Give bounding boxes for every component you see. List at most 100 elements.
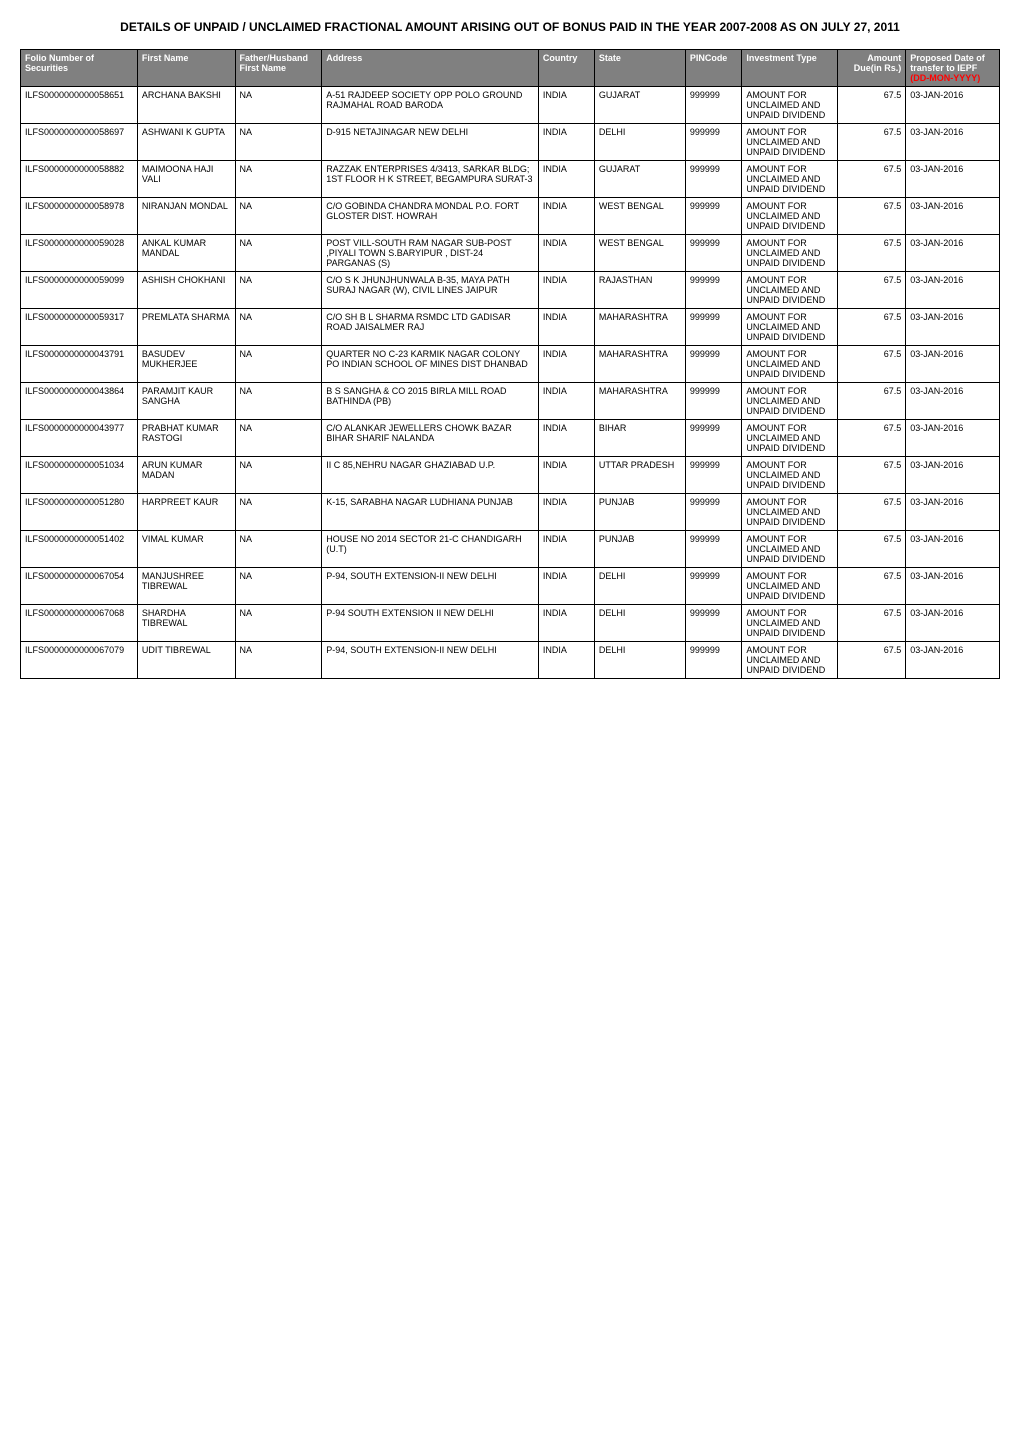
table-cell: ASHWANI K GUPTA — [137, 124, 235, 161]
table-cell: 999999 — [685, 235, 742, 272]
table-cell: 67.5 — [838, 605, 906, 642]
table-cell: NA — [235, 235, 322, 272]
table-cell: 03-JAN-2016 — [906, 642, 1000, 679]
table-cell: RAZZAK ENTERPRISES 4/3413, SARKAR BLDG; … — [322, 161, 539, 198]
col-address: Address — [322, 50, 539, 87]
table-cell: ILFS0000000000058697 — [21, 124, 138, 161]
table-cell: 67.5 — [838, 457, 906, 494]
table-cell: AMOUNT FOR UNCLAIMED AND UNPAID DIVIDEND — [742, 161, 838, 198]
table-row: ILFS0000000000067068SHARDHA TIBREWALNAP-… — [21, 605, 1000, 642]
col-investment: Investment Type — [742, 50, 838, 87]
table-row: ILFS0000000000051402VIMAL KUMARNAHOUSE N… — [21, 531, 1000, 568]
table-cell: 03-JAN-2016 — [906, 309, 1000, 346]
table-cell: NIRANJAN MONDAL — [137, 198, 235, 235]
table-cell: NA — [235, 198, 322, 235]
table-cell: INDIA — [538, 161, 594, 198]
table-cell: PREMLATA SHARMA — [137, 309, 235, 346]
table-cell: AMOUNT FOR UNCLAIMED AND UNPAID DIVIDEND — [742, 383, 838, 420]
table-row: ILFS0000000000043791BASUDEV MUKHERJEENAQ… — [21, 346, 1000, 383]
table-cell: INDIA — [538, 272, 594, 309]
table-cell: 999999 — [685, 642, 742, 679]
table-cell: DELHI — [594, 124, 685, 161]
table-cell: 03-JAN-2016 — [906, 383, 1000, 420]
table-cell: 03-JAN-2016 — [906, 272, 1000, 309]
table-cell: ILFS0000000000067079 — [21, 642, 138, 679]
table-cell: HARPREET KAUR — [137, 494, 235, 531]
table-cell: 999999 — [685, 87, 742, 124]
col-first-name: First Name — [137, 50, 235, 87]
table-cell: 67.5 — [838, 346, 906, 383]
table-cell: NA — [235, 457, 322, 494]
table-cell: 999999 — [685, 457, 742, 494]
table-cell: AMOUNT FOR UNCLAIMED AND UNPAID DIVIDEND — [742, 235, 838, 272]
table-cell: 03-JAN-2016 — [906, 87, 1000, 124]
table-cell: BASUDEV MUKHERJEE — [137, 346, 235, 383]
table-cell: ANKAL KUMAR MANDAL — [137, 235, 235, 272]
table-cell: AMOUNT FOR UNCLAIMED AND UNPAID DIVIDEND — [742, 198, 838, 235]
table-cell: P-94 SOUTH EXTENSION II NEW DELHI — [322, 605, 539, 642]
table-row: ILFS0000000000058651ARCHANA BAKSHINAA-51… — [21, 87, 1000, 124]
table-cell: 67.5 — [838, 124, 906, 161]
table-cell: 67.5 — [838, 309, 906, 346]
table-cell: NA — [235, 642, 322, 679]
table-cell: UTTAR PRADESH — [594, 457, 685, 494]
table-cell: 999999 — [685, 272, 742, 309]
table-cell: 67.5 — [838, 383, 906, 420]
table-cell: 67.5 — [838, 642, 906, 679]
table-cell: ARCHANA BAKSHI — [137, 87, 235, 124]
table-cell: 03-JAN-2016 — [906, 531, 1000, 568]
table-cell: INDIA — [538, 568, 594, 605]
table-row: ILFS0000000000051034ARUN KUMAR MADANNAII… — [21, 457, 1000, 494]
table-cell: DELHI — [594, 642, 685, 679]
table-cell: BIHAR — [594, 420, 685, 457]
table-cell: II C 85,NEHRU NAGAR GHAZIABAD U.P. — [322, 457, 539, 494]
table-row: ILFS0000000000067054MANJUSHREE TIBREWALN… — [21, 568, 1000, 605]
table-cell: ILFS0000000000051034 — [21, 457, 138, 494]
table-cell: ARUN KUMAR MADAN — [137, 457, 235, 494]
table-cell: POST VILL-SOUTH RAM NAGAR SUB-POST ,PIYA… — [322, 235, 539, 272]
data-table: Folio Number of Securities First Name Fa… — [20, 49, 1000, 679]
table-row: ILFS0000000000059099ASHISH CHOKHANINAC/O… — [21, 272, 1000, 309]
table-cell: PARAMJIT KAUR SANGHA — [137, 383, 235, 420]
table-cell: SHARDHA TIBREWAL — [137, 605, 235, 642]
table-cell: 67.5 — [838, 87, 906, 124]
table-cell: WEST BENGAL — [594, 235, 685, 272]
table-cell: NA — [235, 383, 322, 420]
table-cell: P-94, SOUTH EXTENSION-II NEW DELHI — [322, 642, 539, 679]
table-cell: MAHARASHTRA — [594, 309, 685, 346]
table-cell: AMOUNT FOR UNCLAIMED AND UNPAID DIVIDEND — [742, 124, 838, 161]
table-cell: ILFS0000000000058978 — [21, 198, 138, 235]
table-cell: MANJUSHREE TIBREWAL — [137, 568, 235, 605]
table-cell: UDIT TIBREWAL — [137, 642, 235, 679]
table-cell: INDIA — [538, 124, 594, 161]
table-cell: INDIA — [538, 346, 594, 383]
table-cell: INDIA — [538, 531, 594, 568]
table-cell: 03-JAN-2016 — [906, 494, 1000, 531]
table-cell: 03-JAN-2016 — [906, 198, 1000, 235]
col-country: Country — [538, 50, 594, 87]
table-row: ILFS0000000000058697ASHWANI K GUPTANAD-9… — [21, 124, 1000, 161]
table-cell: C/O SH B L SHARMA RSMDC LTD GADISAR ROAD… — [322, 309, 539, 346]
table-cell: NA — [235, 161, 322, 198]
table-cell: MAIMOONA HAJI VALI — [137, 161, 235, 198]
table-cell: 67.5 — [838, 531, 906, 568]
table-cell: AMOUNT FOR UNCLAIMED AND UNPAID DIVIDEND — [742, 642, 838, 679]
col-father: Father/Husband First Name — [235, 50, 322, 87]
table-cell: ILFS0000000000043864 — [21, 383, 138, 420]
table-cell: INDIA — [538, 198, 594, 235]
col-date-label: Proposed Date of transfer to IEPF — [910, 53, 985, 73]
table-cell: C/O ALANKAR JEWELLERS CHOWK BAZAR BIHAR … — [322, 420, 539, 457]
table-cell: AMOUNT FOR UNCLAIMED AND UNPAID DIVIDEND — [742, 346, 838, 383]
table-cell: 03-JAN-2016 — [906, 605, 1000, 642]
col-date: Proposed Date of transfer to IEPF (DD-MO… — [906, 50, 1000, 87]
table-cell: 67.5 — [838, 494, 906, 531]
table-cell: NA — [235, 309, 322, 346]
table-row: ILFS0000000000059317PREMLATA SHARMANAC/O… — [21, 309, 1000, 346]
table-cell: 999999 — [685, 198, 742, 235]
table-cell: QUARTER NO C-23 KARMIK NAGAR COLONY PO I… — [322, 346, 539, 383]
table-cell: AMOUNT FOR UNCLAIMED AND UNPAID DIVIDEND — [742, 605, 838, 642]
table-cell: NA — [235, 568, 322, 605]
table-cell: INDIA — [538, 87, 594, 124]
table-cell: INDIA — [538, 605, 594, 642]
table-row: ILFS0000000000058978NIRANJAN MONDALNAC/O… — [21, 198, 1000, 235]
